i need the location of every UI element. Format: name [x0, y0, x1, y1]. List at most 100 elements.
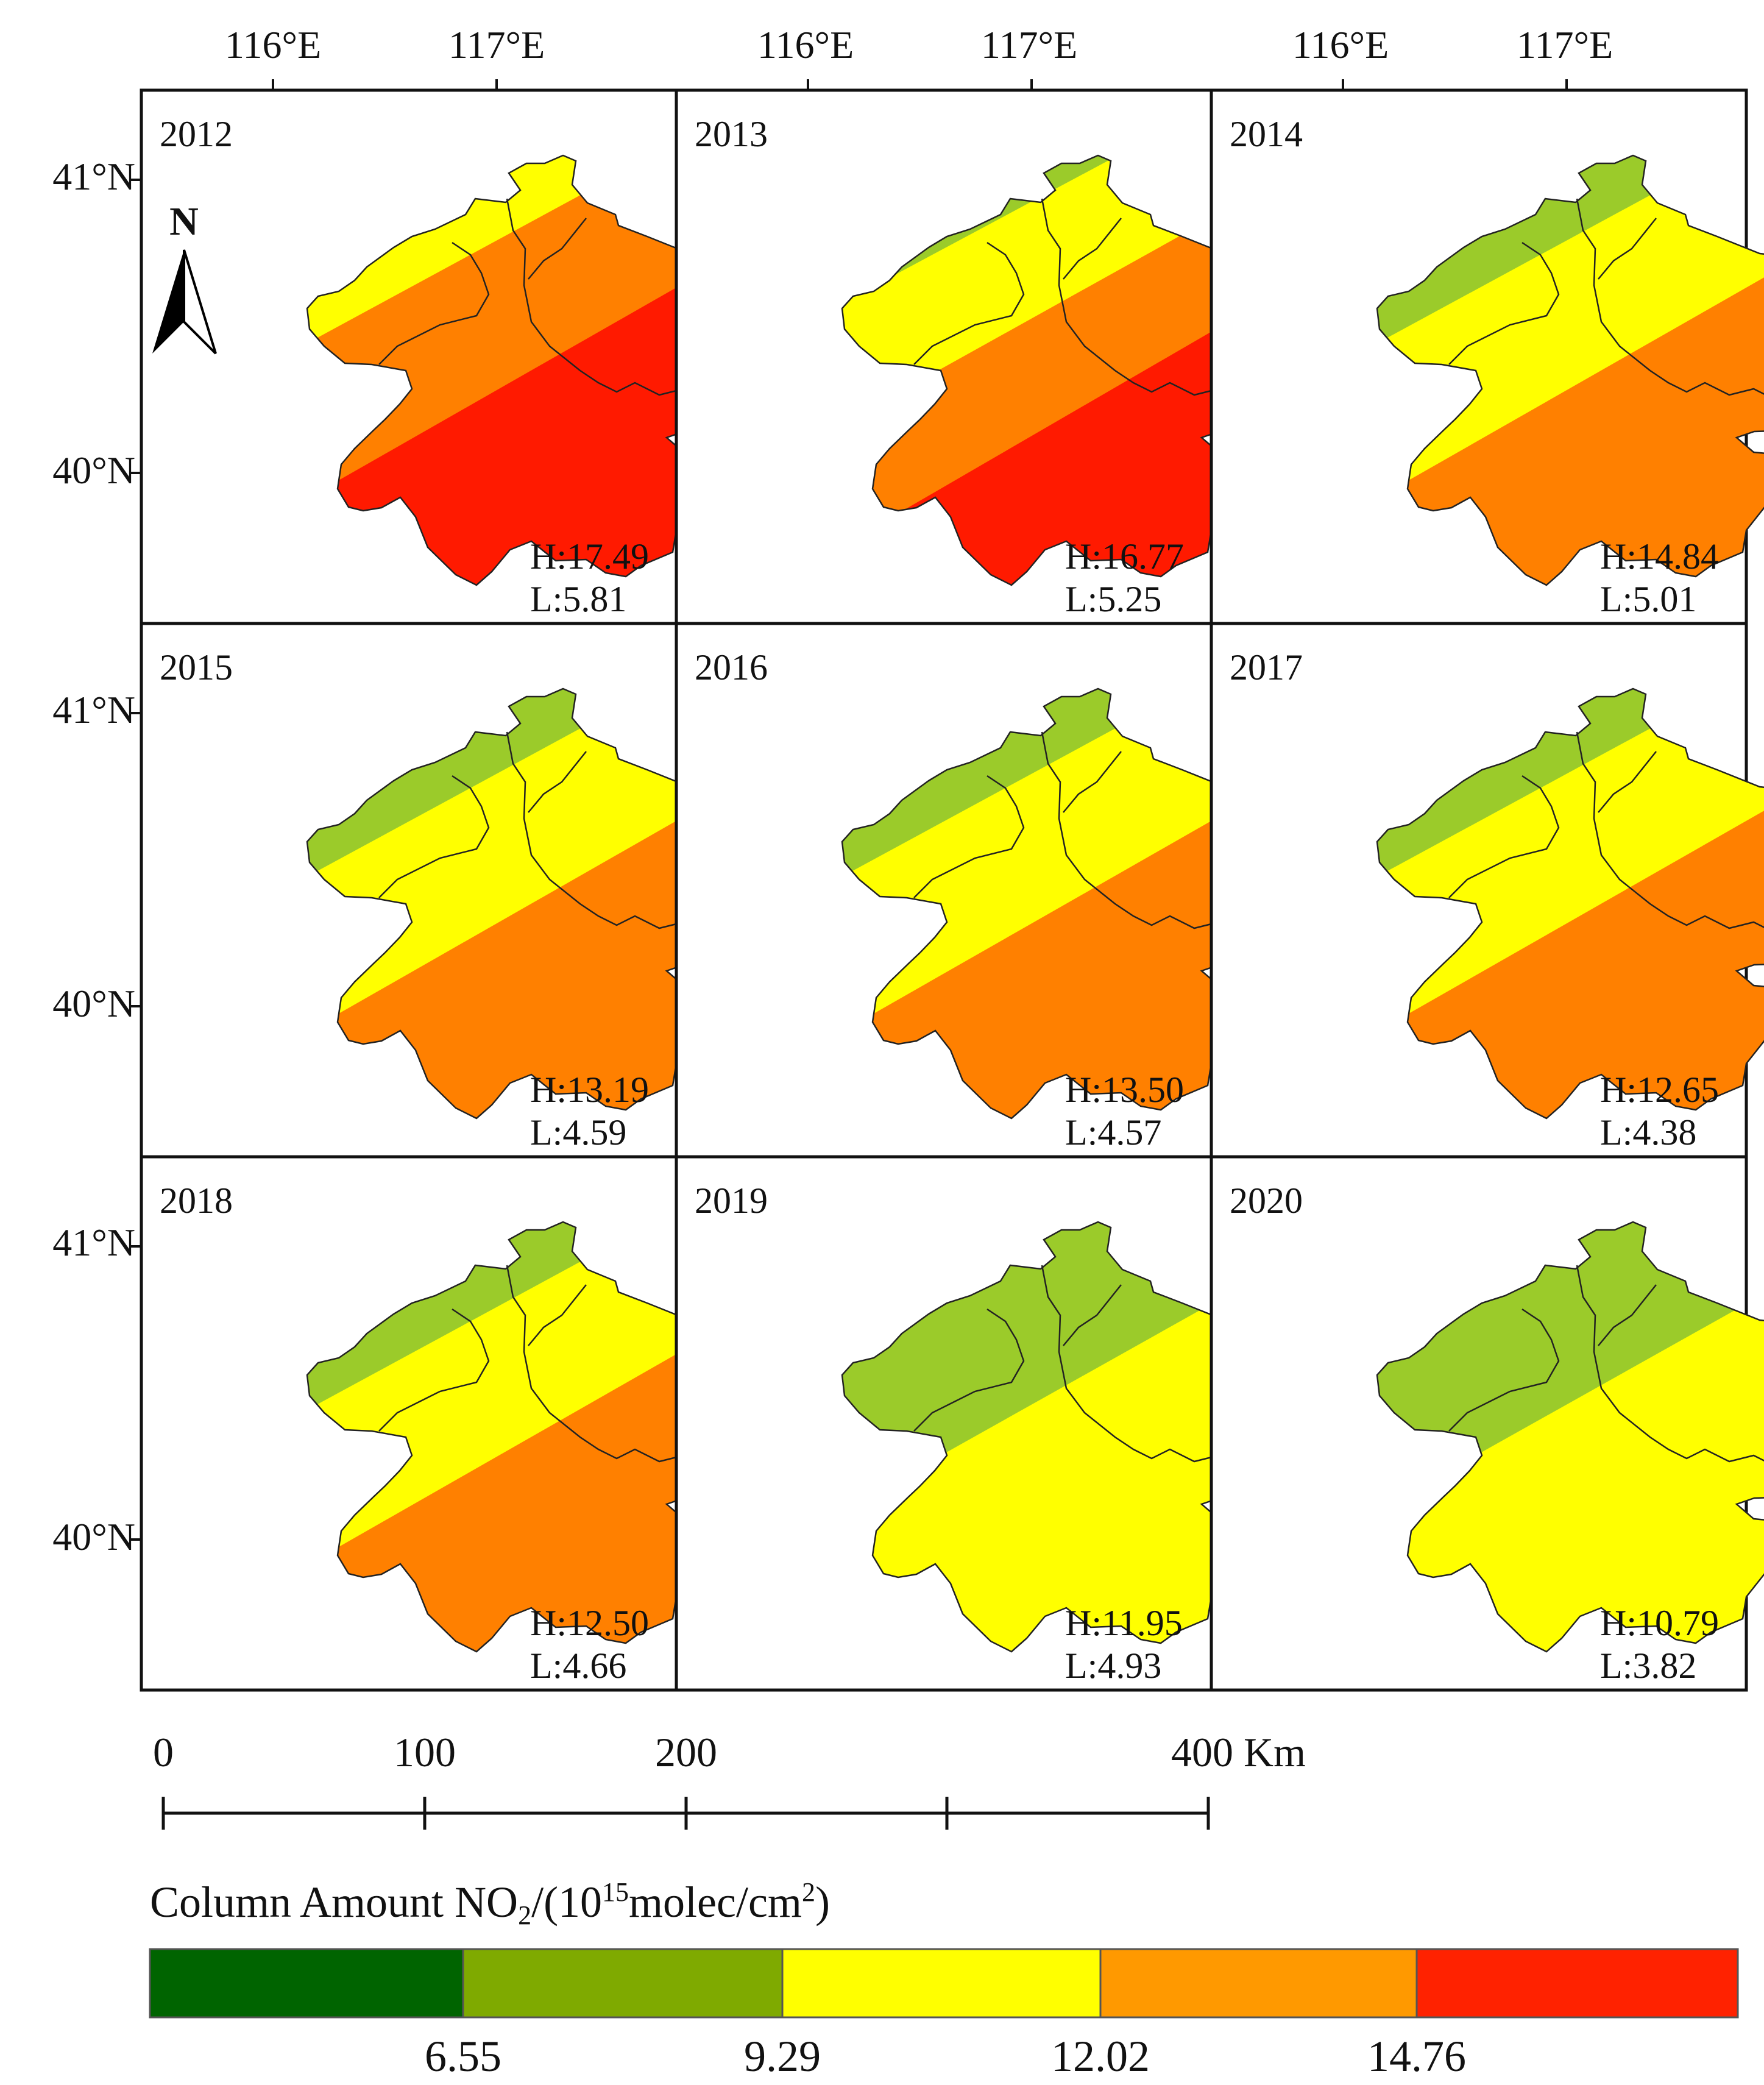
- beijing-outline: [1376, 687, 1764, 1120]
- map-panels: 2012 H:17.49L:5.81 2013 H:16.77L:5.25 2014 H:…: [130, 79, 1764, 1692]
- north-arrow-light-half: [183, 249, 217, 355]
- panel-low-value: L:5.25: [1065, 579, 1161, 619]
- lat-label-40: 40°N: [52, 1515, 135, 1558]
- panel-high-value: H:12.65: [1600, 1070, 1719, 1110]
- district-border: [1576, 731, 1764, 929]
- district-border: [1598, 751, 1657, 813]
- legend-swatches: [149, 1948, 1739, 2019]
- panel-low-value: L:3.82: [1600, 1646, 1696, 1686]
- district-border: [1598, 1284, 1657, 1346]
- lat-label-40: 40°N: [52, 449, 135, 492]
- scale-label-100: 100: [394, 1729, 456, 1775]
- district-border: [1041, 198, 1256, 408]
- legend-break-label: 14.76: [1367, 2032, 1466, 2081]
- district-border: [1448, 241, 1560, 365]
- district-border: [1576, 1265, 1764, 1463]
- panel-year: 2012: [160, 114, 233, 154]
- legend: Column Amount NO2/(1015molec/cm2) 6.55 9…: [149, 1877, 1739, 2081]
- map-panel: 2017 H:12.65L:4.38: [1210, 622, 1764, 1159]
- lat-label-41: 41°N: [52, 1221, 135, 1264]
- panel-year: 2014: [1230, 114, 1303, 154]
- district-border: [378, 241, 490, 365]
- map-panel: 2020 H:10.79L:3.82: [1210, 1155, 1764, 1692]
- district-border: [913, 775, 1025, 898]
- district-border: [506, 731, 721, 942]
- latitude-labels: 41°N 40°N 41°N 40°N 41°N 40°N: [52, 155, 135, 1558]
- panel-year: 2013: [695, 114, 768, 154]
- panel-year: 2016: [695, 647, 768, 687]
- panel-high-value: H:16.77: [1065, 536, 1184, 577]
- district-border: [1448, 1308, 1560, 1432]
- lon-label-117: 117°E: [981, 23, 1077, 66]
- panel-low-value: L:5.81: [530, 579, 626, 619]
- lat-label-41: 41°N: [52, 155, 135, 198]
- lat-label-40: 40°N: [52, 982, 135, 1025]
- panel-year: 2019: [695, 1181, 768, 1221]
- panel-low-value: L:5.01: [1600, 579, 1696, 619]
- lat-label-41: 41°N: [52, 688, 135, 731]
- beijing-outline: [1376, 1221, 1764, 1653]
- panel-year: 2018: [160, 1181, 233, 1221]
- district-border: [913, 1308, 1025, 1432]
- panel-high-value: H:13.19: [530, 1070, 649, 1110]
- district-border: [1041, 731, 1256, 942]
- longitude-labels: 116°E 117°E 116°E 117°E 116°E 117°E: [225, 23, 1613, 66]
- district-border: [528, 1284, 587, 1346]
- district-border: [378, 775, 490, 898]
- panel-high-value: H:13.50: [1065, 1070, 1184, 1110]
- panel-low-value: L:4.38: [1600, 1112, 1696, 1153]
- lon-label-117: 117°E: [1517, 23, 1613, 66]
- panel-high-value: H:17.49: [530, 536, 649, 577]
- panel-year: 2017: [1230, 647, 1303, 687]
- panel-low-value: L:4.59: [530, 1112, 626, 1153]
- lon-label-116: 116°E: [757, 23, 854, 66]
- lon-label-116: 116°E: [1292, 23, 1389, 66]
- panel-year: 2020: [1230, 1181, 1303, 1221]
- north-arrow-label: N: [169, 199, 199, 244]
- district-border: [1041, 1265, 1256, 1475]
- district-border: [1448, 775, 1560, 898]
- legend-break-label: 9.29: [744, 2032, 821, 2081]
- district-border: [378, 1308, 490, 1432]
- legend-title: Column Amount NO2/(1015molec/cm2): [150, 1877, 830, 1930]
- district-border: [913, 241, 1025, 365]
- panel-low-value: L:4.66: [530, 1646, 626, 1686]
- panel-year: 2015: [160, 647, 233, 687]
- legend-swatch: [462, 1948, 784, 2019]
- lon-label-116: 116°E: [225, 23, 321, 66]
- district-border: [1063, 751, 1122, 813]
- no2-band: [1377, 200, 1764, 585]
- panel-low-value: L:4.93: [1065, 1646, 1161, 1686]
- scale-label-400: 400 Km: [1171, 1729, 1306, 1775]
- district-border: [506, 1265, 721, 1475]
- district-border: [528, 218, 587, 280]
- lon-label-117: 117°E: [448, 23, 545, 66]
- legend-swatch: [149, 1948, 464, 2019]
- no2-band: [1377, 733, 1764, 1118]
- district-border: [1063, 218, 1122, 280]
- panel-high-value: H:11.95: [1065, 1603, 1183, 1643]
- panel-high-value: H:12.50: [530, 1603, 649, 1643]
- legend-swatch: [1099, 1948, 1418, 2019]
- legend-swatch: [1415, 1948, 1739, 2019]
- legend-break-label: 12.02: [1051, 2032, 1150, 2081]
- beijing-outline: [1376, 154, 1764, 586]
- no2-band: [1377, 1222, 1764, 1652]
- scale-bar: 0 100 200 400 Km: [153, 1729, 1306, 1830]
- panel-low-value: L:4.57: [1065, 1112, 1161, 1153]
- panel-high-value: H:10.79: [1600, 1603, 1719, 1643]
- legend-break-label: 6.55: [425, 2032, 501, 2081]
- district-border: [1576, 198, 1764, 396]
- district-border: [506, 198, 721, 408]
- district-border: [1063, 1284, 1122, 1346]
- panel-high-value: H:14.84: [1600, 536, 1719, 577]
- north-arrow: N: [152, 199, 217, 355]
- scale-label-200: 200: [655, 1729, 717, 1775]
- map-panel: 2014 H:14.84L:5.01: [1210, 79, 1764, 625]
- district-border: [1598, 218, 1657, 280]
- legend-swatch: [781, 1948, 1102, 2019]
- north-arrow-dark-half: [152, 250, 184, 353]
- scale-label-0: 0: [153, 1729, 174, 1775]
- district-border: [528, 751, 587, 813]
